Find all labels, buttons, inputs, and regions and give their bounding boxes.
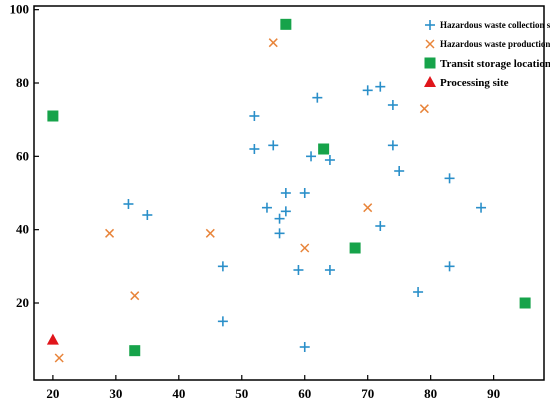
collection-site-point bbox=[274, 228, 285, 239]
collection-site-point bbox=[142, 210, 153, 220]
x-tick-label: 80 bbox=[424, 386, 437, 401]
collection-site-point bbox=[306, 151, 317, 162]
legend-label: Transit storage location bbox=[440, 58, 550, 70]
y-tick-label: 80 bbox=[16, 75, 29, 90]
collection-site-point bbox=[387, 100, 398, 110]
collection-site-point bbox=[394, 166, 405, 176]
x-tick-label: 90 bbox=[487, 386, 500, 401]
collection-site-point bbox=[249, 144, 260, 154]
collection-site-point bbox=[249, 111, 260, 121]
collection-site-point bbox=[387, 140, 398, 151]
legend-marker bbox=[425, 39, 435, 49]
production-site-point bbox=[54, 353, 64, 363]
y-tick-label: 60 bbox=[16, 148, 29, 163]
collection-site-point bbox=[274, 213, 285, 224]
collection-site-point bbox=[217, 316, 228, 327]
production-site-point bbox=[268, 38, 278, 48]
x-tick-label: 60 bbox=[298, 386, 311, 401]
collection-site-point bbox=[261, 202, 272, 213]
transit-storage-point bbox=[349, 242, 361, 254]
production-site-point bbox=[419, 104, 429, 114]
collection-site-point bbox=[375, 81, 386, 92]
transit-storage-point bbox=[129, 345, 141, 357]
x-tick-label: 70 bbox=[361, 386, 374, 401]
collection-site-point bbox=[444, 173, 455, 184]
data-marks bbox=[46, 18, 531, 363]
collection-site-point bbox=[280, 206, 291, 217]
y-tick-label: 40 bbox=[16, 222, 29, 237]
collection-site-point bbox=[299, 188, 310, 198]
production-site-point bbox=[130, 291, 140, 301]
axis-ticks: 20 30 40 50 60 70 80 90 20 40 60 80 100 bbox=[10, 2, 501, 401]
transit-storage-point bbox=[519, 297, 531, 309]
collection-site-point bbox=[362, 85, 373, 96]
legend: Hazardous waste collection site Hazardous… bbox=[424, 20, 550, 89]
legend-marker bbox=[424, 76, 436, 87]
collection-site-point bbox=[413, 287, 424, 297]
production-site-point bbox=[300, 243, 310, 253]
x-tick-label: 40 bbox=[172, 386, 185, 401]
collection-site-point bbox=[280, 188, 291, 198]
x-tick-label: 20 bbox=[46, 386, 59, 401]
legend-label: Hazardous waste collection site bbox=[440, 20, 550, 30]
collection-site-point bbox=[123, 199, 134, 209]
legend-label: Hazardous waste production site bbox=[440, 39, 550, 49]
transit-storage-point bbox=[280, 18, 292, 30]
collection-site-point bbox=[324, 265, 335, 275]
collection-site-point bbox=[268, 140, 279, 151]
collection-site-point bbox=[375, 221, 386, 231]
collection-site-point bbox=[293, 265, 304, 275]
transit-storage-point bbox=[318, 143, 330, 155]
transit-storage-point bbox=[47, 110, 59, 122]
collection-site-point bbox=[217, 261, 228, 272]
x-tick-label: 50 bbox=[235, 386, 248, 401]
x-tick-label: 30 bbox=[109, 386, 122, 401]
production-site-point bbox=[205, 228, 215, 238]
processing-site-point bbox=[46, 333, 59, 345]
y-tick-label: 100 bbox=[10, 2, 30, 17]
legend-label: Processing site bbox=[440, 77, 509, 89]
production-site-point bbox=[105, 228, 115, 238]
legend-marker bbox=[425, 20, 435, 30]
production-site-point bbox=[363, 203, 373, 213]
collection-site-point bbox=[312, 92, 323, 103]
y-tick-label: 20 bbox=[16, 295, 29, 310]
collection-site-point bbox=[476, 202, 487, 213]
collection-site-point bbox=[444, 261, 455, 272]
collection-site-point bbox=[324, 155, 335, 165]
legend-marker bbox=[424, 57, 436, 69]
collection-site-point bbox=[299, 342, 310, 352]
